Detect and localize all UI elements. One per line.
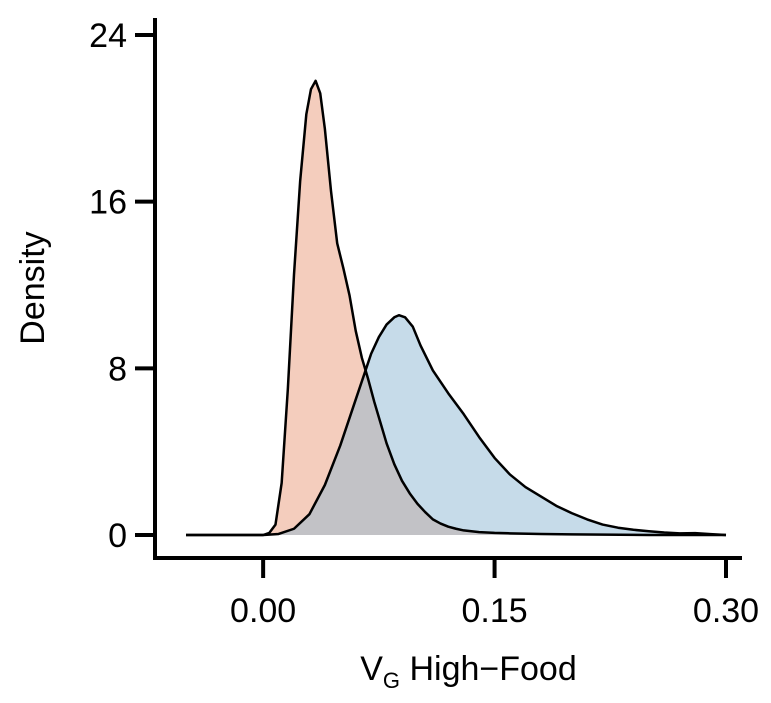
- series-layer: [186, 79, 727, 537]
- y-ticks: 0 8 16 24: [89, 17, 155, 555]
- density-area-series-2: [186, 315, 726, 535]
- density-line-series-1: [186, 79, 726, 537]
- density-line-series-2: [186, 313, 727, 537]
- density-area-series-1: [186, 80, 726, 535]
- x-axis-title: VG High−Food: [360, 650, 577, 693]
- x-axis-title-subscript: G: [383, 668, 400, 693]
- x-axis-title-main: V: [360, 650, 383, 688]
- y-tick-label: 24: [89, 17, 127, 55]
- axes-layer: 0 8 16 24 0.00 0.15 0.30: [89, 17, 759, 630]
- x-tick-label: 0.00: [230, 592, 296, 630]
- y-tick-label: 0: [108, 517, 127, 555]
- y-tick-label: 8: [108, 350, 127, 388]
- x-tick-label: 0.15: [461, 592, 527, 630]
- x-axis-title-rest: High−Food: [400, 650, 577, 688]
- x-ticks: 0.00 0.15 0.30: [230, 558, 759, 630]
- x-tick-label: 0.30: [693, 592, 759, 630]
- y-tick-label: 16: [89, 184, 127, 222]
- y-axis-title: Density: [14, 231, 52, 344]
